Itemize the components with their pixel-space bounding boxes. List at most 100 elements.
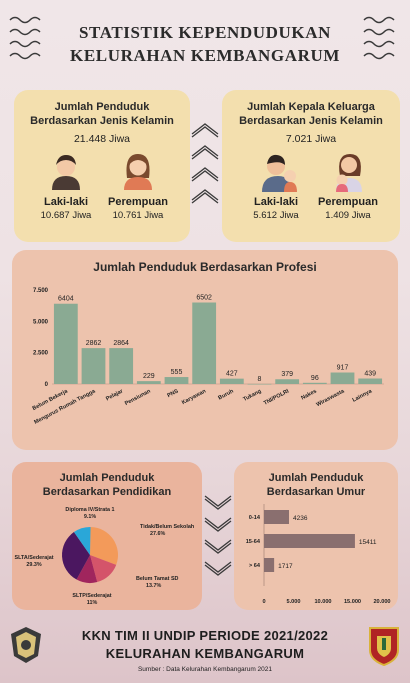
male-value: 10.687 Jiwa [40, 210, 92, 221]
bar-value-label: 379 [281, 371, 293, 378]
category-label: Pelajar [105, 388, 125, 402]
umur-card-title2: Berdasarkan Umur [266, 486, 366, 498]
bar [264, 558, 275, 572]
kepala-keluarga-card: Jumlah Kepala Keluarga Berdasarkan Jenis… [222, 90, 400, 242]
bar-value-label: 15411 [359, 539, 377, 546]
x-tick-label: 5.000 [287, 599, 301, 605]
bar [275, 379, 300, 384]
chevron-stack-icon [191, 123, 219, 204]
kk-female-label: Perempuan [318, 196, 378, 208]
category-label: 0-14 [249, 515, 261, 521]
pie-slice [73, 527, 91, 555]
pie-slice [90, 527, 118, 565]
pie-slice [90, 555, 117, 583]
bar [53, 303, 78, 384]
category-label: 15-64 [246, 539, 261, 545]
pie-slice-pct: 13.7% [146, 583, 161, 589]
bar [219, 378, 244, 384]
bar-value-label: 6404 [58, 296, 74, 303]
pendidikan-card-title2: Berdasarkan Pendidikan [42, 486, 172, 498]
bar-value-label: 8 [258, 376, 262, 383]
footer-line1: KKN TIM II UNDIP PERIODE 2021/2022 [81, 628, 329, 643]
bar-value-label: 229 [143, 373, 155, 380]
pie-slice-label: Belum Tamat SD [136, 576, 179, 582]
male-person-icon [52, 155, 80, 190]
page-title-line1: STATISTIK KEPENDUDUKAN [78, 23, 332, 42]
pie-slice-pct: 29.3% [26, 562, 41, 568]
bar-value-label: 2862 [86, 340, 102, 347]
category-label: Buruh [217, 388, 235, 401]
kota-semarang-emblem-icon [369, 627, 399, 666]
footer-line2: KELURAHAN KEMBANGARUM [105, 646, 305, 661]
pie-slice-label: Tidak/Belum Sekolah [140, 524, 194, 530]
pie-slice [76, 555, 98, 583]
bar [330, 372, 355, 384]
kk-card-title1: Jumlah Kepala Keluarga [247, 101, 375, 113]
bar-value-label: 427 [226, 371, 238, 378]
category-label: Pensiunan [124, 388, 152, 407]
y-tick-label: 5.000 [33, 319, 49, 325]
category-label: TNI/POLRI [263, 388, 291, 406]
bar-value-label: 1717 [278, 563, 293, 570]
bar [264, 534, 355, 548]
undip-logo-icon [11, 627, 41, 663]
bar-value-label: 555 [171, 369, 183, 376]
category-label: PNS [166, 388, 179, 399]
female-person-icon [124, 154, 152, 190]
y-tick-label: 7.500 [33, 288, 49, 294]
bar [247, 383, 272, 385]
bar-value-label: 917 [337, 365, 349, 372]
gender-total: 21.448 Jiwa [73, 133, 131, 145]
pie-slice-label: SLTA/Sederajat [14, 555, 53, 561]
x-tick-label: 10.000 [314, 599, 331, 605]
x-tick-label: 20.000 [373, 599, 390, 605]
bar [109, 348, 134, 384]
bar [302, 382, 327, 384]
female-value: 10.761 Jiwa [112, 210, 164, 221]
gender-card-title1: Jumlah Penduduk [54, 101, 150, 113]
father-child-icon [262, 154, 297, 192]
category-label: Karyawan [181, 388, 208, 406]
wave-decoration-right [363, 16, 395, 60]
category-label: > 64 [249, 563, 261, 569]
pie-slice-label: SLTP/Sederajat [72, 593, 111, 599]
category-label: Nakes [300, 388, 317, 401]
kk-male-label: Laki-laki [253, 196, 299, 208]
x-tick-label: 0 [262, 599, 265, 605]
bar [81, 348, 106, 384]
bar-value-label: 439 [364, 370, 376, 377]
category-label: Lainnya [352, 388, 374, 404]
mother-child-icon [336, 154, 362, 192]
umur-bar-chart: 4236 0-14 15411 15-64 1717 > 64 0 5.000 10.000 15… [246, 504, 391, 605]
umur-card-title1: Jumlah Penduduk [268, 472, 364, 484]
bar [164, 377, 189, 384]
wave-decoration-left [9, 16, 41, 60]
kk-male-value: 5.612 Jiwa [253, 210, 299, 221]
gender-card: Jumlah Penduduk Berdasarkan Jenis Kelami… [14, 90, 190, 242]
female-label: Perempuan [108, 196, 168, 208]
bar-value-label: 6502 [196, 295, 212, 302]
category-label: Tukang [242, 388, 263, 403]
gender-card-title2: Berdasarkan Jenis Kelamin [30, 115, 174, 127]
x-tick-label: 15.000 [344, 599, 361, 605]
chevron-down-stack-icon [204, 495, 232, 576]
bar [264, 510, 289, 524]
bar [192, 302, 217, 384]
kk-card-title2: Berdasarkan Jenis Kelamin [239, 115, 383, 127]
kk-total: 7.021 Jiwa [285, 133, 337, 145]
footer-source: Sumber : Data Kelurahan Kembangarum 2021 [137, 666, 273, 673]
pie-slice-pct: 27.6% [150, 531, 165, 537]
bar [358, 378, 383, 384]
kk-female-value: 1.409 Jiwa [325, 210, 371, 221]
page-title-line2: KELURAHAN KEMBANGARUM [70, 46, 340, 65]
pie-slice [61, 532, 90, 580]
y-tick-label: 2.500 [33, 351, 49, 357]
bar-value-label: 4236 [293, 515, 308, 522]
pie-slice-pct: 11% [87, 600, 98, 606]
category-label: Wiraswasta [315, 388, 346, 408]
pendidikan-card-title1: Jumlah Penduduk [59, 472, 155, 484]
bar-value-label: 96 [311, 375, 319, 382]
pie-slice-label: Diploma IV/Strata 1 [65, 507, 114, 513]
